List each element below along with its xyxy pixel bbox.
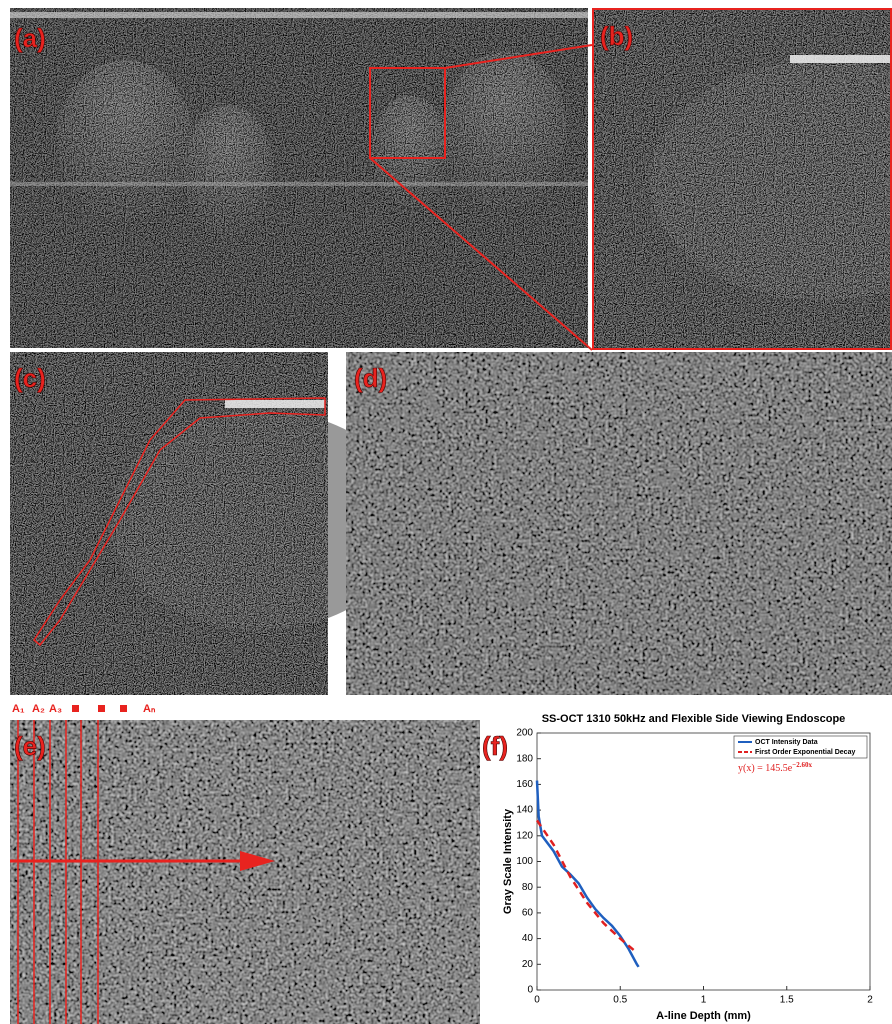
x-tick-label: 0 bbox=[534, 995, 540, 1006]
y-tick-label: 140 bbox=[516, 805, 533, 816]
y-tick-label: 80 bbox=[522, 882, 534, 893]
equation-exponent: −2.60x bbox=[792, 761, 812, 769]
panel-a: (a) bbox=[10, 8, 592, 350]
sheath bbox=[10, 12, 588, 18]
y-tick-label: 120 bbox=[516, 830, 533, 841]
x-tick-label: 2 bbox=[867, 995, 873, 1006]
y-tick-label: 0 bbox=[527, 985, 533, 996]
panel-label: (f) bbox=[482, 731, 508, 761]
x-tick-label: 1 bbox=[701, 995, 707, 1006]
a-line-label: A₂ bbox=[32, 703, 45, 715]
panel-label: (e) bbox=[14, 731, 46, 761]
y-tick-label: 160 bbox=[516, 779, 533, 790]
legend-label: OCT Intensity Data bbox=[755, 739, 818, 746]
a-line-legend: A₁ A₂ A₃ Aₙ bbox=[12, 703, 156, 715]
panel-label: (d) bbox=[354, 363, 387, 393]
y-tick-label: 20 bbox=[522, 959, 534, 970]
ellipsis-dot bbox=[72, 705, 79, 712]
panel-d: (d) bbox=[346, 352, 892, 695]
y-tick-label: 200 bbox=[516, 728, 533, 739]
ellipsis-dot bbox=[120, 705, 127, 712]
panel-e: (e) bbox=[10, 720, 480, 1024]
sheath bbox=[790, 55, 890, 63]
panel-label: (a) bbox=[14, 23, 46, 53]
x-axis-label: A-line Depth (mm) bbox=[656, 1010, 751, 1022]
page: (a) (b) (c) (d) A₁ A₂ A₃ Aₙ (e) (f) SS-O… bbox=[0, 0, 892, 1024]
plot-area bbox=[537, 733, 870, 990]
y-tick-label: 180 bbox=[516, 753, 533, 764]
speckle bbox=[346, 352, 892, 695]
panel-label: (b) bbox=[600, 21, 633, 51]
figure: (a) (b) (c) (d) A₁ A₂ A₃ Aₙ (e) (f) SS-O… bbox=[0, 0, 892, 1024]
y-tick-label: 60 bbox=[522, 908, 534, 919]
a-line-label: A₁ bbox=[12, 703, 25, 715]
panel-f: (f) SS-OCT 1310 50kHz and Flexible Side … bbox=[480, 704, 892, 1024]
legend-label: First Order Exponential Decay bbox=[755, 749, 855, 756]
equation-base: y(x) = 145.5e bbox=[738, 763, 793, 774]
a-line-label: Aₙ bbox=[143, 703, 156, 715]
x-tick-label: 1.5 bbox=[780, 995, 794, 1006]
sheath bbox=[225, 400, 325, 408]
panel-label: (c) bbox=[14, 363, 46, 393]
y-tick-label: 40 bbox=[522, 933, 534, 944]
y-tick-label: 100 bbox=[516, 856, 533, 867]
artifact-line bbox=[10, 182, 588, 186]
ellipsis-dot bbox=[98, 705, 105, 712]
chart-title: SS-OCT 1310 50kHz and Flexible Side View… bbox=[542, 713, 846, 725]
a-line-label: A₃ bbox=[49, 703, 62, 715]
x-tick-label: 0.5 bbox=[613, 995, 627, 1006]
y-axis-label: Gray Scale Intensity bbox=[502, 808, 514, 914]
panel-b: (b) bbox=[592, 8, 892, 350]
